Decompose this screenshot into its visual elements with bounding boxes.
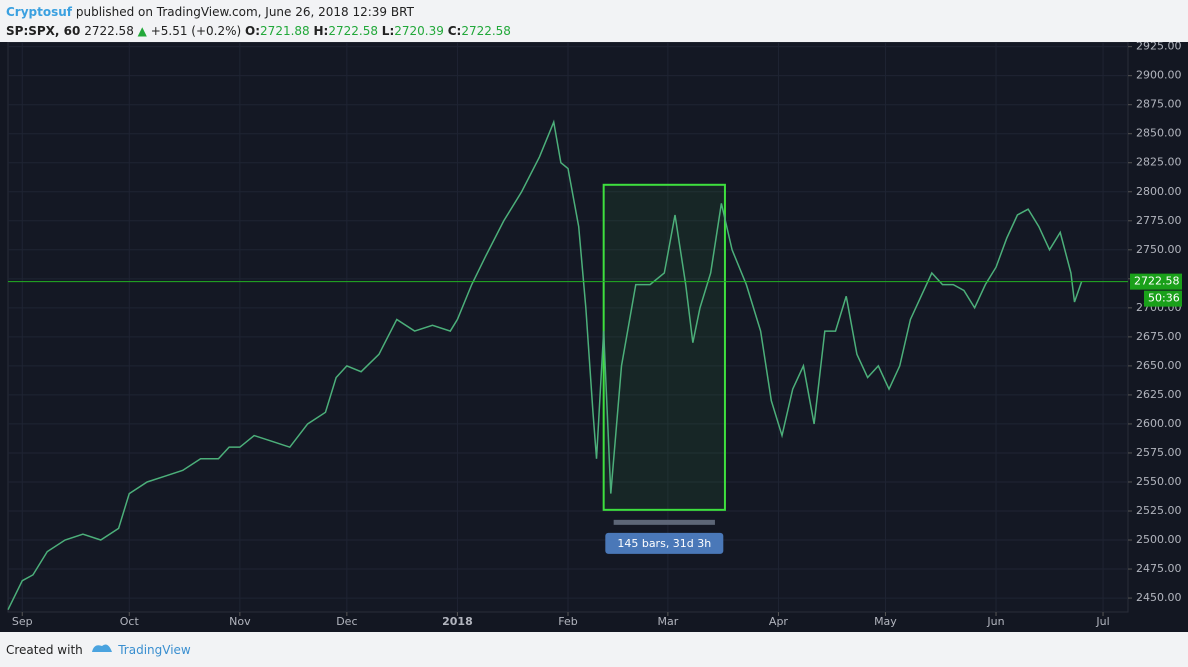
countdown-bg <box>1144 290 1182 307</box>
chart: 2450.00 2475.00 2500.00 2525.00 2550.00 2575.… <box>0 42 1188 632</box>
h-label: H: <box>313 24 329 38</box>
countdown-label: 50:36 <box>1148 292 1180 305</box>
range-bar <box>613 519 715 525</box>
price: 2722.58 <box>84 24 134 38</box>
x-tick-label: 2018 <box>442 615 473 628</box>
y-tick-label: 2825.00 <box>1136 156 1182 169</box>
o-label: O: <box>245 24 261 38</box>
range-label: 145 bars, 31d 3h <box>617 537 711 550</box>
header-line-2: SP:SPX, 60 2722.58 ▲ +5.51 (+0.2%) O:272… <box>6 22 511 41</box>
footer: Created with TradingView <box>6 640 191 657</box>
last-price-label: 2722.58 <box>1134 275 1180 288</box>
x-tick-label: Mar <box>657 615 678 628</box>
price-line <box>7 119 1083 611</box>
x-tick-label: Dec <box>336 615 357 628</box>
x-tick-label: Nov <box>229 615 251 628</box>
logo <box>92 644 113 652</box>
x-tick-label: Feb <box>558 615 577 628</box>
author[interactable]: Cryptosuf <box>6 5 73 19</box>
x-tick-label: Jun <box>986 615 1004 628</box>
y-tick-label: 2525.00 <box>1136 504 1182 517</box>
open: 2721.88 <box>260 24 310 38</box>
c-label: C: <box>447 24 462 38</box>
header-line-1: Cryptosuf published on TradingView.com, … <box>6 3 511 22</box>
y-tick-label: 2750.00 <box>1136 243 1182 256</box>
y-tick-label: 2450.00 <box>1136 591 1182 604</box>
l-label: L: <box>381 24 395 38</box>
x-tick-label: Apr <box>769 615 789 628</box>
last-price-bg <box>1130 273 1182 290</box>
x-tick-label: Oct <box>120 615 140 628</box>
y-tick-label: 2600.00 <box>1136 417 1182 430</box>
range-box <box>602 183 726 511</box>
y-tick-label: 2625.00 <box>1136 388 1182 401</box>
header: Cryptosuf published on TradingView.com, … <box>6 3 511 41</box>
published: published on TradingView.com, June 26, 2… <box>75 5 414 19</box>
x-tick-label: May <box>874 615 897 628</box>
y-tick-label: 2475.00 <box>1136 562 1182 575</box>
y-tick-label: 2650.00 <box>1136 359 1182 372</box>
y-tick-label: 2675.00 <box>1136 330 1182 343</box>
y-tick-label: 2850.00 <box>1136 127 1182 140</box>
arrow: ▲ <box>137 24 147 38</box>
y-tick-label: 2775.00 <box>1136 214 1182 227</box>
x-tick-label: Jul <box>1095 615 1109 628</box>
y-tick-label: 2500.00 <box>1136 533 1182 546</box>
change: +5.51 (+0.2%) <box>150 24 242 38</box>
high: 2722.58 <box>328 24 378 38</box>
y-tick-label: 2550.00 <box>1136 475 1182 488</box>
brand[interactable]: TradingView <box>118 643 191 657</box>
range-label-bg <box>605 532 724 554</box>
y-tick-label: 2800.00 <box>1136 185 1182 198</box>
symbol: SP:SPX, 60 <box>6 24 81 38</box>
x-tick-label: Sep <box>12 615 33 628</box>
close: 2722.58 <box>461 24 511 38</box>
y-tick-label: 2925.00 <box>1136 42 1182 53</box>
created: Created with <box>6 643 83 657</box>
low: 2720.39 <box>394 24 444 38</box>
y-tick-label: 2575.00 <box>1136 446 1182 459</box>
y-tick-label: 2875.00 <box>1136 98 1182 111</box>
y-tick-label: 2900.00 <box>1136 69 1182 82</box>
